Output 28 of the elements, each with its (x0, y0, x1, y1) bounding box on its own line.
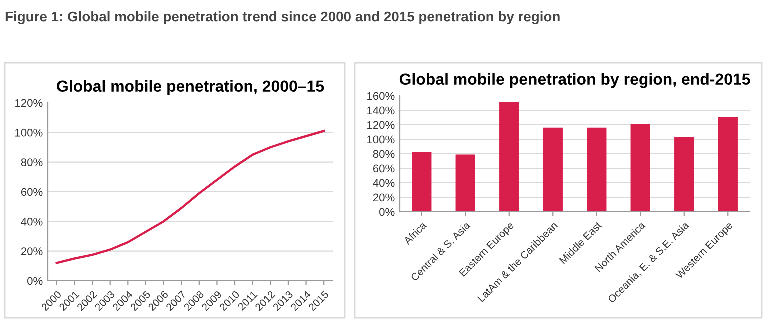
y-tick-label: 60% (373, 164, 395, 173)
y-tick-label: 100% (16, 128, 43, 137)
y-tick-label: 0% (380, 208, 395, 216)
chart-title: Global mobile penetration by region, end-2015 (400, 73, 750, 88)
y-tick-label: 120% (16, 99, 43, 108)
y-tick-label: 20% (21, 248, 43, 256)
y-tick-label: 140% (368, 106, 395, 115)
y-tick-label: 20% (373, 194, 395, 202)
y-tick-label: 120% (368, 121, 395, 130)
bar (630, 124, 650, 212)
y-tick-label: 40% (21, 218, 43, 226)
y-tick-label: 160% (368, 92, 395, 100)
bar (674, 137, 694, 212)
y-tick-label: 60% (21, 188, 43, 196)
y-tick-label: 100% (368, 136, 395, 144)
y-tick-label: 80% (21, 158, 43, 166)
bar (587, 128, 607, 212)
bar (543, 128, 563, 212)
bar (718, 117, 738, 212)
chart-title: Global mobile penetration, 2000–15 (57, 80, 324, 96)
bar (456, 154, 476, 212)
y-tick-label: 80% (373, 150, 395, 158)
line-series (56, 130, 326, 264)
y-tick-label: 40% (373, 179, 395, 188)
bar (500, 102, 520, 212)
caption: Figure 1: Global mobile penetration trend since 2000 and 2015 penetration by region (6, 11, 560, 25)
y-tick-label: 0% (28, 277, 43, 286)
bar (412, 152, 432, 212)
